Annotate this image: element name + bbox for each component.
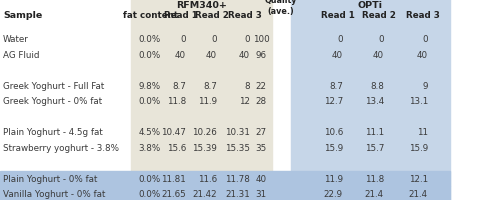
Text: 9.8%: 9.8% — [139, 81, 161, 90]
Text: 15.9: 15.9 — [409, 143, 428, 152]
Text: Strawberry yoghurt - 3.8%: Strawberry yoghurt - 3.8% — [3, 143, 119, 152]
Text: 40: 40 — [417, 50, 428, 59]
Polygon shape — [131, 171, 272, 186]
Text: 96: 96 — [255, 50, 266, 59]
Text: 8: 8 — [244, 81, 250, 90]
Text: 40: 40 — [373, 50, 384, 59]
Text: Greek Yoghurt - 0% fat: Greek Yoghurt - 0% fat — [3, 97, 102, 106]
Text: 13.1: 13.1 — [409, 97, 428, 106]
Text: 8.7: 8.7 — [172, 81, 186, 90]
Text: Read 2: Read 2 — [362, 11, 396, 20]
Text: 21.31: 21.31 — [225, 189, 250, 198]
Text: 15.7: 15.7 — [365, 143, 384, 152]
Text: 21.4: 21.4 — [365, 189, 384, 198]
Text: 8.7: 8.7 — [329, 81, 343, 90]
Text: AG Fluid: AG Fluid — [3, 50, 39, 59]
Text: 11.81: 11.81 — [161, 174, 186, 183]
Text: 0: 0 — [422, 35, 428, 44]
Text: 35: 35 — [255, 143, 266, 152]
Text: Sample: Sample — [3, 11, 42, 20]
Text: 10.47: 10.47 — [161, 128, 186, 137]
Text: 0: 0 — [180, 35, 186, 44]
Text: 0: 0 — [378, 35, 384, 44]
Text: Plain Yoghurt - 0% fat: Plain Yoghurt - 0% fat — [3, 174, 97, 183]
Text: 40: 40 — [332, 50, 343, 59]
Text: 13.4: 13.4 — [365, 97, 384, 106]
Text: 0.0%: 0.0% — [139, 35, 161, 44]
Text: 0: 0 — [211, 35, 217, 44]
Text: Plain Yoghurt - 4.5g fat: Plain Yoghurt - 4.5g fat — [3, 128, 103, 137]
Text: Read 1: Read 1 — [164, 11, 198, 20]
Text: 9: 9 — [422, 81, 428, 90]
Text: 22.9: 22.9 — [324, 189, 343, 198]
Text: 8.8: 8.8 — [370, 81, 384, 90]
Text: 11.8: 11.8 — [167, 97, 186, 106]
Polygon shape — [291, 171, 450, 186]
Text: 22: 22 — [255, 81, 266, 90]
Text: 0.0%: 0.0% — [139, 97, 161, 106]
Text: 31: 31 — [255, 189, 266, 198]
Text: 11: 11 — [417, 128, 428, 137]
Text: 10.26: 10.26 — [192, 128, 217, 137]
Polygon shape — [291, 186, 450, 200]
Text: 0.0%: 0.0% — [139, 50, 161, 59]
Text: 0: 0 — [337, 35, 343, 44]
Text: Read 3: Read 3 — [228, 11, 262, 20]
Text: 15.6: 15.6 — [167, 143, 186, 152]
Text: 27: 27 — [255, 128, 266, 137]
Text: Read 2: Read 2 — [195, 11, 229, 20]
Text: 21.4: 21.4 — [409, 189, 428, 198]
Text: 3.8%: 3.8% — [139, 143, 161, 152]
Text: 21.65: 21.65 — [161, 189, 186, 198]
Text: 11.78: 11.78 — [225, 174, 250, 183]
Text: OPTi: OPTi — [358, 1, 383, 10]
Text: 12.7: 12.7 — [324, 97, 343, 106]
Text: Vanilla Yoghurt - 0% fat: Vanilla Yoghurt - 0% fat — [3, 189, 106, 198]
Text: 0: 0 — [244, 35, 250, 44]
Text: Read 1: Read 1 — [321, 11, 355, 20]
Text: 11.6: 11.6 — [198, 174, 217, 183]
Text: 100: 100 — [252, 35, 269, 44]
Text: 11.8: 11.8 — [365, 174, 384, 183]
Polygon shape — [0, 171, 131, 186]
Text: 11.1: 11.1 — [365, 128, 384, 137]
Polygon shape — [131, 0, 272, 200]
Polygon shape — [272, 186, 291, 200]
Text: 0.0%: 0.0% — [139, 174, 161, 183]
Text: fat content: fat content — [123, 11, 179, 20]
Text: 11.9: 11.9 — [198, 97, 217, 106]
Text: 40: 40 — [239, 50, 250, 59]
Polygon shape — [131, 186, 272, 200]
Text: 10.6: 10.6 — [324, 128, 343, 137]
Text: Water: Water — [3, 35, 29, 44]
Text: 8.7: 8.7 — [203, 81, 217, 90]
Polygon shape — [291, 0, 450, 200]
Text: 28: 28 — [255, 97, 266, 106]
Text: Read 3: Read 3 — [406, 11, 440, 20]
Text: 40: 40 — [175, 50, 186, 59]
Text: 11.9: 11.9 — [324, 174, 343, 183]
Text: 15.39: 15.39 — [192, 143, 217, 152]
Text: 40: 40 — [255, 174, 266, 183]
Polygon shape — [0, 186, 131, 200]
Text: 15.35: 15.35 — [225, 143, 250, 152]
Text: RFM340+: RFM340+ — [176, 1, 227, 10]
Text: 10.31: 10.31 — [225, 128, 250, 137]
Polygon shape — [272, 171, 291, 186]
Text: 0.0%: 0.0% — [139, 189, 161, 198]
Text: 12.1: 12.1 — [409, 174, 428, 183]
Text: 21.42: 21.42 — [192, 189, 217, 198]
Text: 15.9: 15.9 — [324, 143, 343, 152]
Text: 12: 12 — [239, 97, 250, 106]
Text: 40: 40 — [206, 50, 217, 59]
Text: Quality
(ave.): Quality (ave.) — [265, 0, 297, 16]
Text: Greek Yoghurt - Full Fat: Greek Yoghurt - Full Fat — [3, 81, 104, 90]
Text: 4.5%: 4.5% — [139, 128, 161, 137]
